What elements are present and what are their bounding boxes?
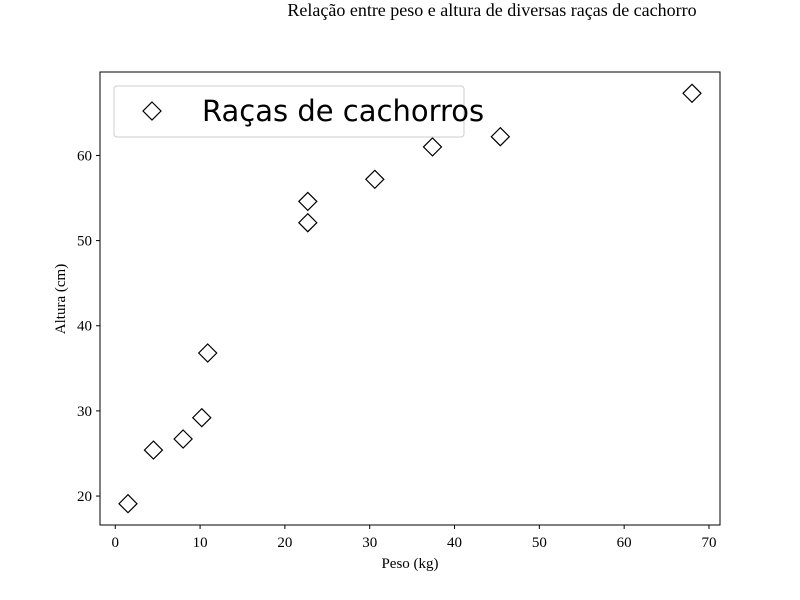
y-tick-label: 40 <box>77 319 92 335</box>
x-tick-label: 60 <box>617 535 632 551</box>
y-tick-label: 60 <box>77 148 92 164</box>
y-tick-label: 50 <box>77 234 92 250</box>
plot-area <box>99 71 721 526</box>
x-axis-label: Peso (kg) <box>381 556 438 572</box>
x-tick-label: 20 <box>277 535 292 551</box>
y-axis-label: Altura (cm) <box>53 264 69 334</box>
plot-frame <box>99 71 721 526</box>
legend: Raças de cachorros <box>113 85 484 138</box>
x-tick-label: 30 <box>362 535 377 551</box>
data-point <box>682 83 702 104</box>
x-tick-label: 40 <box>447 535 462 551</box>
x-tick-label: 70 <box>701 535 716 551</box>
data-point <box>490 126 511 147</box>
chart-title: Relação entre peso e altura de diversas … <box>287 0 696 20</box>
data-point <box>364 169 385 190</box>
y-tick-label: 30 <box>77 404 92 420</box>
x-tick-label: 50 <box>532 535 547 551</box>
x-axis: 0 10 20 30 40 50 60 70 <box>112 525 716 551</box>
data-point <box>297 212 318 233</box>
x-tick-label: 10 <box>193 535 208 551</box>
data-point <box>173 429 193 449</box>
y-tick-label: 20 <box>77 489 92 505</box>
y-axis: 20 30 40 50 60 <box>77 148 100 505</box>
data-points <box>118 83 702 514</box>
x-tick-label: 0 <box>112 535 120 551</box>
legend-frame <box>113 85 465 138</box>
legend-label: Raças de cachorros <box>202 94 484 128</box>
data-point <box>191 407 212 428</box>
data-point <box>143 440 164 460</box>
data-point <box>118 493 138 514</box>
data-point <box>422 137 443 157</box>
data-point <box>297 191 318 212</box>
data-point <box>197 343 218 363</box>
legend-marker-icon <box>142 101 162 121</box>
